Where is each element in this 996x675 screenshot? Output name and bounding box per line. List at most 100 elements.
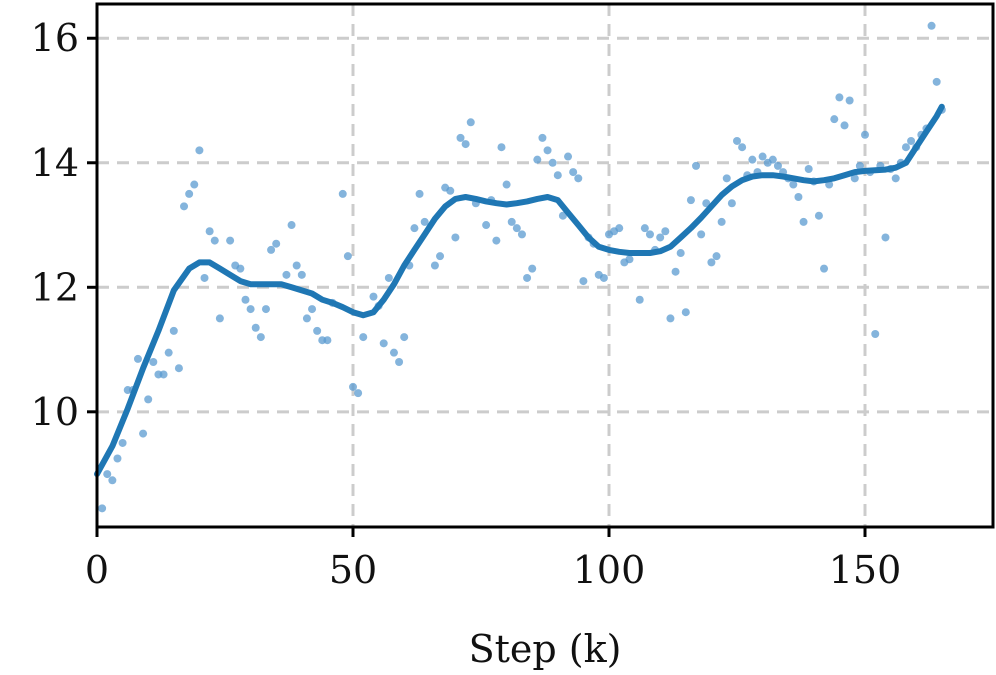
scatter-point [733, 136, 741, 145]
scatter-point [932, 77, 941, 86]
scatter-point [400, 333, 409, 342]
scatter-point [98, 504, 107, 513]
scatter-point [164, 348, 173, 357]
scatter-point [671, 267, 680, 276]
scatter-point [180, 202, 189, 211]
scatter-point [195, 146, 204, 155]
scatter-point [830, 115, 839, 124]
scatter-point [855, 161, 864, 170]
scatter-point [169, 326, 178, 335]
scatter-point [574, 174, 583, 183]
scatter-point [200, 273, 209, 282]
scatter-point [446, 186, 455, 195]
scatter-point [359, 333, 368, 342]
scatter-point [466, 118, 475, 127]
scatter-point [492, 236, 501, 245]
scatter-point [891, 174, 900, 183]
scatter-point [727, 199, 736, 208]
trend-line [94, 103, 945, 478]
x-axis-label: Step (k) [469, 627, 622, 671]
scatter-point [799, 217, 808, 226]
scatter-point [558, 211, 567, 220]
scatter-point [538, 133, 547, 142]
scatter-point [635, 295, 644, 304]
y-tick-label: 10 [31, 390, 79, 434]
scatter-point [436, 252, 445, 261]
scatter-point [261, 305, 270, 314]
scatter-point [861, 130, 869, 139]
scatter-point [210, 236, 219, 245]
scatter-point [415, 189, 424, 198]
scatter-point [569, 168, 578, 177]
scatter-point [564, 152, 573, 161]
scatter-point [523, 273, 532, 282]
scatter-point [282, 270, 291, 279]
scatter-point [343, 252, 352, 261]
scatter-point [625, 255, 634, 264]
scatter-point [738, 143, 747, 152]
scatter-point [174, 364, 183, 373]
scatter-point [686, 196, 695, 205]
axis-ticks: 0 50 100 150 10 12 14 16 [31, 16, 902, 592]
scatter-point [528, 264, 537, 273]
scatter-point [308, 305, 317, 314]
y-tick-label: 12 [31, 265, 79, 309]
scatter-points [98, 21, 946, 513]
x-tick-label: 50 [329, 548, 377, 592]
scatter-point [113, 454, 122, 463]
scatter-point [226, 236, 235, 245]
scatter-point [814, 211, 823, 220]
scatter-point [461, 140, 470, 149]
scatter-point [789, 180, 798, 189]
scatter-point [681, 308, 690, 317]
scatter-point [927, 21, 936, 30]
scatter-point [103, 470, 112, 479]
y-tick-label: 14 [31, 141, 79, 185]
scatter-point [338, 189, 347, 198]
scatter-point [236, 264, 245, 273]
scatter-point [267, 245, 276, 254]
scatter-point [640, 224, 649, 233]
scatter-point [190, 180, 199, 189]
scatter-point [543, 146, 552, 155]
scatter-point [149, 358, 158, 367]
scatter-point [108, 476, 117, 485]
scatter-point [205, 227, 214, 236]
scatter-point [313, 326, 322, 335]
scatter-point [717, 217, 726, 226]
scatter-point [287, 221, 296, 230]
scatter-point [369, 292, 378, 301]
scatter-point [497, 143, 506, 152]
scatter-point [139, 429, 148, 438]
scatter-point [645, 230, 654, 239]
scatter-point [794, 193, 803, 202]
scatter-point [251, 323, 260, 332]
scatter-point [302, 314, 311, 323]
scatter-point [482, 221, 491, 230]
scatter-point [773, 161, 782, 170]
scatter-point [666, 314, 675, 323]
y-tick-label: 16 [31, 16, 79, 60]
scatter-point [533, 155, 542, 164]
scatter-point [420, 217, 429, 226]
scatter-point [133, 354, 142, 363]
scatter-point [901, 143, 910, 152]
scatter-point [410, 224, 419, 233]
scatter-point [451, 233, 460, 242]
scatter-point [548, 158, 557, 167]
scatter-point [256, 333, 265, 342]
x-tick-label: 150 [829, 548, 902, 592]
scatter-point [354, 389, 363, 398]
scatter-point [456, 133, 465, 142]
scatter-point [676, 249, 685, 258]
scatter-point [579, 277, 588, 286]
x-tick-label: 0 [85, 548, 109, 592]
scatter-point [512, 224, 521, 233]
scatter-point [835, 93, 844, 102]
scatter-point [722, 174, 731, 183]
scatter-point [712, 252, 721, 261]
scatter-point [661, 227, 670, 236]
scatter-point [656, 233, 665, 242]
scatter-point [845, 96, 854, 105]
